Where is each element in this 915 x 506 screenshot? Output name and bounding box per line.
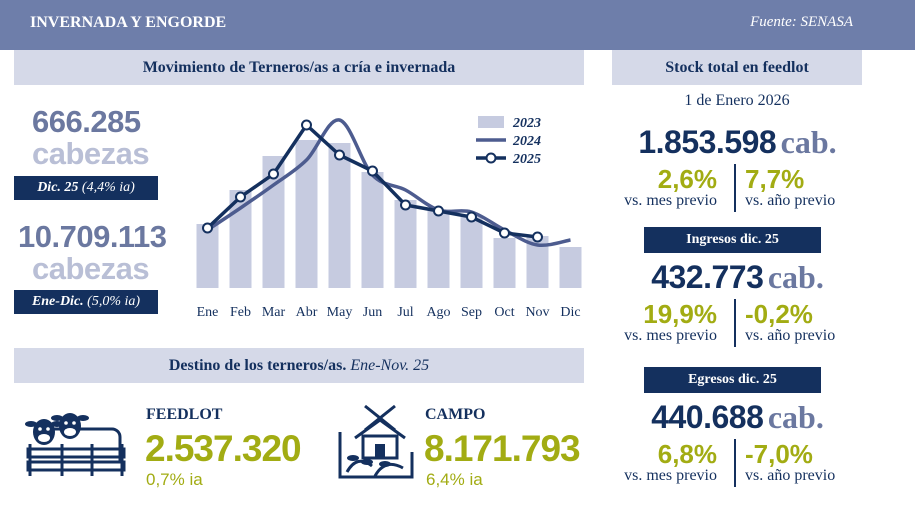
block-title: Egresos dic. 25	[644, 367, 821, 393]
stat-period: Dic. 25	[37, 180, 79, 195]
x-tick-label: Ene	[197, 305, 219, 320]
header-source: Fuente: SENASA	[750, 14, 853, 30]
bar	[295, 140, 318, 288]
destination-period: Ene-Nov. 25	[350, 357, 430, 374]
marker	[499, 227, 510, 239]
legend-label: 2024	[512, 134, 541, 149]
legend-label: 2025	[512, 152, 541, 167]
marker	[433, 205, 444, 217]
divider	[734, 164, 736, 212]
stat-period: Ene-Dic.	[31, 294, 84, 309]
marker	[367, 165, 378, 177]
block-value: 432.773	[651, 259, 764, 295]
chart: Ene Feb Mar Abr May Jun Jul Ago Sep Oct Nov Dic 2023…	[196, 116, 582, 320]
x-tick-label: Mar	[262, 305, 286, 320]
legend-label: 2023	[512, 116, 541, 131]
block-total: 440.688 cab.	[600, 399, 875, 436]
stat-value: 10.709.113	[18, 219, 167, 254]
bar	[328, 143, 351, 288]
monthly-label: vs. mes previo	[624, 467, 717, 484]
yearly-label: vs. año previo	[745, 192, 836, 209]
x-tick-label: Ago	[426, 305, 450, 320]
x-tick-label: Jul	[397, 305, 413, 320]
destination-title: Destino de los terneros/as.	[168, 357, 347, 374]
x-tick-label: Jun	[363, 305, 382, 320]
header-band	[0, 0, 915, 50]
section-title: Movimiento de Terneros/as a cría e inver…	[14, 50, 584, 85]
marker	[301, 119, 312, 131]
dest-label: CAMPO	[425, 406, 486, 423]
block-unit: cab.	[767, 259, 824, 295]
section-title: Destino de los terneros/as. Ene-Nov. 25	[14, 348, 584, 383]
divider	[734, 439, 736, 487]
bar	[196, 224, 219, 288]
x-tick-label: Sep	[461, 305, 482, 320]
x-tick-label: Oct	[494, 305, 514, 320]
header-title: INVERNADA Y ENGORDE	[30, 14, 227, 31]
yearly-label: vs. año previo	[745, 327, 836, 344]
bar	[526, 236, 549, 288]
yearly-label: vs. año previo	[745, 467, 836, 484]
block-unit: cab.	[767, 399, 824, 435]
bar	[361, 172, 384, 288]
stat-tag: Ene-Dic. (5,0% ia)	[14, 290, 158, 314]
marker	[400, 199, 411, 211]
stat-change: (4,4% ia)	[81, 180, 135, 195]
marker	[235, 191, 246, 203]
monthly-change: 19,9%	[643, 299, 717, 329]
dest-value: 8.171.793	[424, 428, 581, 469]
x-tick-label: Dic	[560, 305, 580, 320]
monthly-label: vs. mes previo	[624, 327, 717, 344]
legend-swatch	[478, 116, 504, 128]
bar	[460, 215, 483, 288]
bar	[493, 238, 516, 288]
stat-change: (5,0% ia)	[87, 294, 141, 309]
x-tick-label: May	[327, 305, 353, 320]
dest-value: 2.537.320	[145, 428, 302, 469]
section-title: Stock total en feedlot	[612, 50, 862, 85]
yearly-change: -7,0%	[745, 439, 813, 469]
stat-tag: Dic. 25 (4,4% ia)	[14, 176, 158, 200]
marker	[334, 149, 345, 161]
stat-value: 666.285	[32, 104, 141, 139]
block-value: 1.853.598	[638, 124, 777, 160]
marker	[268, 168, 279, 180]
block-date: 1 de Enero 2026	[684, 92, 790, 109]
block-total: 1.853.598 cab.	[600, 124, 875, 161]
stat-unit: cabezas	[32, 136, 150, 171]
marker	[202, 222, 213, 234]
block-total: 432.773 cab.	[600, 259, 875, 296]
marker	[466, 211, 477, 223]
stat-unit: cabezas	[32, 251, 150, 286]
bar	[229, 190, 252, 288]
yearly-change: -0,2%	[745, 299, 813, 329]
campo-icon	[338, 404, 414, 479]
block-value: 440.688	[651, 399, 764, 435]
bar	[559, 247, 582, 288]
x-tick-label: Nov	[525, 305, 549, 320]
marker	[532, 231, 543, 243]
monthly-change: 6,8%	[657, 439, 717, 469]
bar	[394, 200, 417, 288]
block-title: Ingresos dic. 25	[644, 227, 821, 253]
dest-label: FEEDLOT	[146, 406, 223, 423]
x-tick-label: Abr	[296, 305, 318, 320]
divider	[734, 299, 736, 347]
bar	[427, 210, 450, 288]
yearly-change: 7,7%	[745, 164, 805, 194]
monthly-change: 2,6%	[657, 164, 717, 194]
block-unit: cab.	[780, 124, 837, 160]
monthly-label: vs. mes previo	[624, 192, 717, 209]
x-tick-label: Feb	[230, 305, 251, 320]
legend-swatch	[485, 152, 497, 164]
feedlot-icon	[25, 413, 126, 476]
dest-change: 6,4% ia	[426, 470, 483, 489]
dest-change: 0,7% ia	[146, 470, 203, 489]
